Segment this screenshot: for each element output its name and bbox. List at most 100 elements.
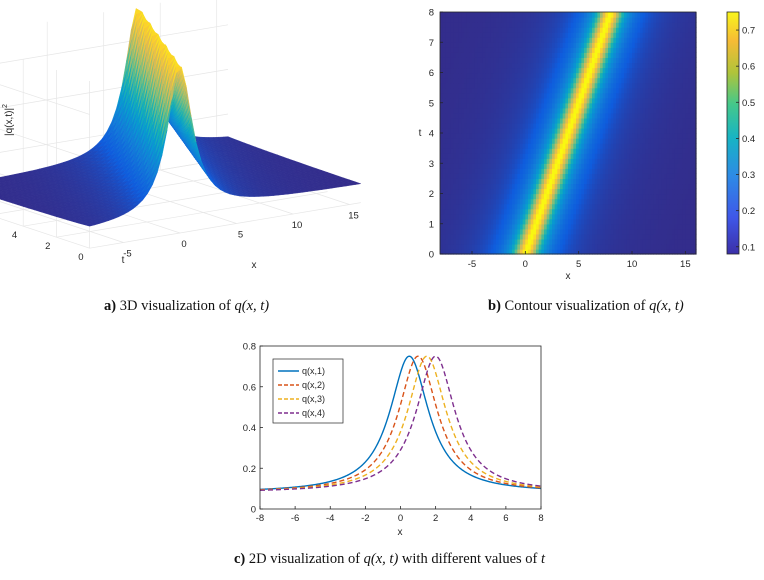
chart-b-cell-6-95 xyxy=(693,218,697,225)
chart-b-cell-16-24 xyxy=(504,168,508,174)
chart-b-cell-1-53 xyxy=(581,243,585,250)
chart-b-cell-32-83 xyxy=(661,87,665,94)
chart-b-cell-21-69 xyxy=(624,143,628,149)
chart-b-cell-26-33 xyxy=(528,117,532,124)
chart-b-cell-27-28 xyxy=(514,112,518,119)
chart-b-cell-32-53 xyxy=(581,87,585,94)
chart-b-cell-16-51 xyxy=(576,168,580,174)
chart-b-cell-17-77 xyxy=(645,163,649,169)
chart-b-cell-26-59 xyxy=(597,117,601,124)
chart-b-cell-17-19 xyxy=(490,163,494,169)
chart-b-cell-12-1 xyxy=(442,188,446,195)
chart-b-cell-22-26 xyxy=(509,138,513,144)
chart-b-cell-28-55 xyxy=(586,107,590,114)
chart-b-cell-4-13 xyxy=(474,228,478,235)
chart-b-cell-3-89 xyxy=(677,233,681,240)
chart-b-cell-10-20 xyxy=(493,198,497,205)
chart-b-cell-15-33 xyxy=(528,173,532,179)
chart-b-cell-21-18 xyxy=(488,143,492,149)
chart-b-cell-28-7 xyxy=(458,107,462,114)
chart-b-cell-4-12 xyxy=(472,228,476,235)
chart-b-cell-29-11 xyxy=(469,102,473,109)
chart-b-cell-30-9 xyxy=(464,97,468,104)
chart-b-cell-35-27 xyxy=(512,72,516,79)
chart-b-cell-1-58 xyxy=(594,243,598,250)
chart-b-cell-24-22 xyxy=(498,127,502,134)
chart-b-cell-10-52 xyxy=(578,198,582,205)
chart-b-cell-17-83 xyxy=(661,163,665,169)
chart-b-cell-23-35 xyxy=(533,133,537,139)
chart-b-cell-22-81 xyxy=(656,138,660,144)
chart-b-cell-31-93 xyxy=(688,92,692,99)
chart-b-cell-23-11 xyxy=(469,133,473,139)
chart-b-cell-3-26 xyxy=(509,233,513,240)
chart-b-cell-30-16 xyxy=(482,97,486,104)
chart-b-cell-31-47 xyxy=(565,92,569,99)
chart-b-cell-24-48 xyxy=(568,127,572,134)
chart-b-cell-14-86 xyxy=(669,178,673,185)
chart-b-cell-22-34 xyxy=(530,138,534,144)
chart-b-cell-31-35 xyxy=(533,92,537,99)
chart-b-cell-26-87 xyxy=(672,117,676,124)
chart-b-cell-19-83 xyxy=(661,153,665,159)
chart-b-cell-11-56 xyxy=(589,193,593,200)
chart-b-cell-25-23 xyxy=(501,122,505,129)
chart-b-cell-11-80 xyxy=(653,193,657,200)
chart-b-cell-2-7 xyxy=(458,238,462,245)
chart-b-cell-26-5 xyxy=(453,117,457,124)
chart-b-cell-4-66 xyxy=(616,228,620,235)
chart-b-cell-27-49 xyxy=(570,112,574,119)
chart-b-cell-13-19 xyxy=(490,183,494,190)
chart-b-cell-7-17 xyxy=(485,213,489,220)
chart-b-cell-1-81 xyxy=(656,243,660,250)
chart-b-cell-27-23 xyxy=(501,112,505,119)
chart-b-cell-14-48 xyxy=(568,178,572,185)
chart-b-cell-14-87 xyxy=(672,178,676,185)
chart-b-cell-21-89 xyxy=(677,143,681,149)
chart-b-cell-23-27 xyxy=(512,133,516,139)
chart-b-cell-2-27 xyxy=(512,238,516,245)
chart-b-cell-31-11 xyxy=(469,92,473,99)
chart-b-cell-17-53 xyxy=(581,163,585,169)
chart-b-cell-31-10 xyxy=(466,92,470,99)
chart-b-cell-37-48 xyxy=(568,62,572,69)
chart-b-cell-35-63 xyxy=(608,72,612,79)
chart-b-cell-16-56 xyxy=(589,168,593,174)
chart-b-cell-17-39 xyxy=(544,163,548,169)
chart-b-cell-27-53 xyxy=(581,112,585,119)
chart-b-cell-35-70 xyxy=(626,72,630,79)
chart-b-cell-7-47 xyxy=(565,213,569,220)
chart-b-cell-10-93 xyxy=(688,198,692,205)
chart-b-cell-5-93 xyxy=(688,223,692,230)
chart-b-cell-1-20 xyxy=(493,243,497,250)
chart-b-cell-2-52 xyxy=(578,238,582,245)
chart-b-cell-2-30 xyxy=(520,238,524,245)
chart-b-cell-16-2 xyxy=(445,168,449,174)
chart-b-cell-35-46 xyxy=(562,72,566,79)
chart-b-cell-11-90 xyxy=(680,193,684,200)
chart-b-cell-11-88 xyxy=(674,193,678,200)
chart-b-cell-16-48 xyxy=(568,168,572,174)
chart-b-cell-23-16 xyxy=(482,133,486,139)
chart-b-cell-22-85 xyxy=(666,138,670,144)
chart-b-cell-0-61 xyxy=(602,248,606,255)
chart-b-cell-30-45 xyxy=(560,97,564,104)
chart-b-cell-20-84 xyxy=(664,148,668,154)
chart-b-cell-1-39 xyxy=(544,243,548,250)
chart-b-cell-33-25 xyxy=(506,82,510,89)
chart-b-cell-2-90 xyxy=(680,238,684,245)
chart-b-cell-8-72 xyxy=(632,208,636,215)
chart-b-cell-14-46 xyxy=(562,178,566,185)
chart-b-cell-5-0 xyxy=(440,223,444,230)
chart-b-cell-8-82 xyxy=(658,208,662,215)
chart-b-cell-35-60 xyxy=(600,72,604,79)
chart-b-cell-23-21 xyxy=(496,133,500,139)
chart-b-cell-36-40 xyxy=(546,67,550,74)
chart-b-cell-18-52 xyxy=(578,158,582,164)
chart-b-cell-1-61 xyxy=(602,243,606,250)
chart-b-cell-11-84 xyxy=(664,193,668,200)
chart-b-cell-2-63 xyxy=(608,238,612,245)
chart-b-cell-18-87 xyxy=(672,158,676,164)
chart-b-cell-32-71 xyxy=(629,87,633,94)
chart-b-cell-20-75 xyxy=(640,148,644,154)
